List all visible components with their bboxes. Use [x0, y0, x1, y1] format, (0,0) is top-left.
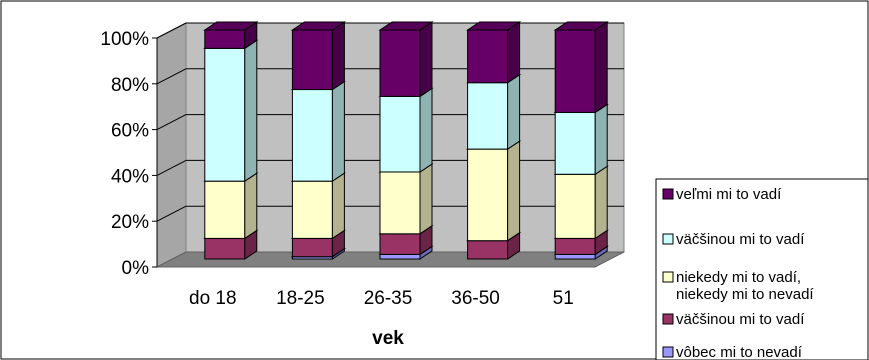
legend-label: niekedy mi to vadí, niekedy mi to nevadí — [676, 269, 814, 303]
y-tick-label: 60% — [111, 121, 149, 142]
y-tick-label: 20% — [111, 212, 149, 233]
bar-segment — [465, 140, 522, 242]
bars-group — [203, 21, 609, 260]
gridline-side — [156, 22, 187, 39]
bar-segment — [203, 21, 259, 50]
legend-swatch — [662, 233, 674, 245]
gridline-side — [156, 159, 187, 176]
bar-segment — [465, 73, 522, 151]
legend: veľmi mi to vadí väčšinou mi to vadí nieke… — [662, 186, 814, 360]
x-category-label: 26-35 — [364, 288, 413, 309]
legend-label: väčšinou mi to vadí — [676, 231, 805, 248]
side-wall — [156, 22, 187, 268]
gridline-side — [156, 68, 187, 85]
legend-swatch — [662, 313, 674, 325]
gridline-side — [156, 205, 187, 222]
bar-segment — [553, 21, 609, 114]
y-tick-label: 40% — [111, 166, 149, 187]
legend-label: vôbec mi to nevadí — [676, 344, 803, 360]
bar-segment — [203, 172, 259, 240]
gridline-side — [156, 114, 187, 131]
bar-segment — [290, 80, 347, 183]
bar-segment — [553, 103, 609, 176]
x-category-label: do 18 — [189, 288, 237, 309]
y-tick-label: 100% — [100, 29, 149, 50]
y-tick-label: 80% — [111, 75, 149, 96]
legend-label: väčšinou mi to vadí — [676, 311, 805, 328]
legend-label: veľmi mi to vadí — [676, 186, 782, 203]
x-axis-title: vek — [372, 328, 404, 349]
bar-segment — [290, 21, 347, 91]
bar-segment — [465, 21, 522, 84]
bar-segment — [203, 39, 259, 183]
legend-box — [655, 178, 869, 360]
bar-segment — [378, 87, 434, 173]
legend-swatch — [662, 346, 674, 358]
x-axis-categories: do 18 18-25 26-35 36-50 51 — [189, 288, 574, 309]
legend-swatch — [662, 188, 674, 200]
bar-segment — [378, 163, 434, 235]
y-axis-ticks: 0% 20% 40% 60% 80% 100% — [100, 29, 157, 279]
x-category-label: 18-25 — [276, 288, 325, 309]
x-category-label: 51 — [553, 288, 574, 309]
bar-segment — [290, 172, 347, 240]
y-tick-label: 0% — [122, 258, 150, 279]
bar-segment — [378, 21, 434, 98]
x-category-label: 36-50 — [451, 288, 500, 309]
bar-segment — [553, 165, 609, 240]
legend-swatch — [662, 271, 674, 283]
